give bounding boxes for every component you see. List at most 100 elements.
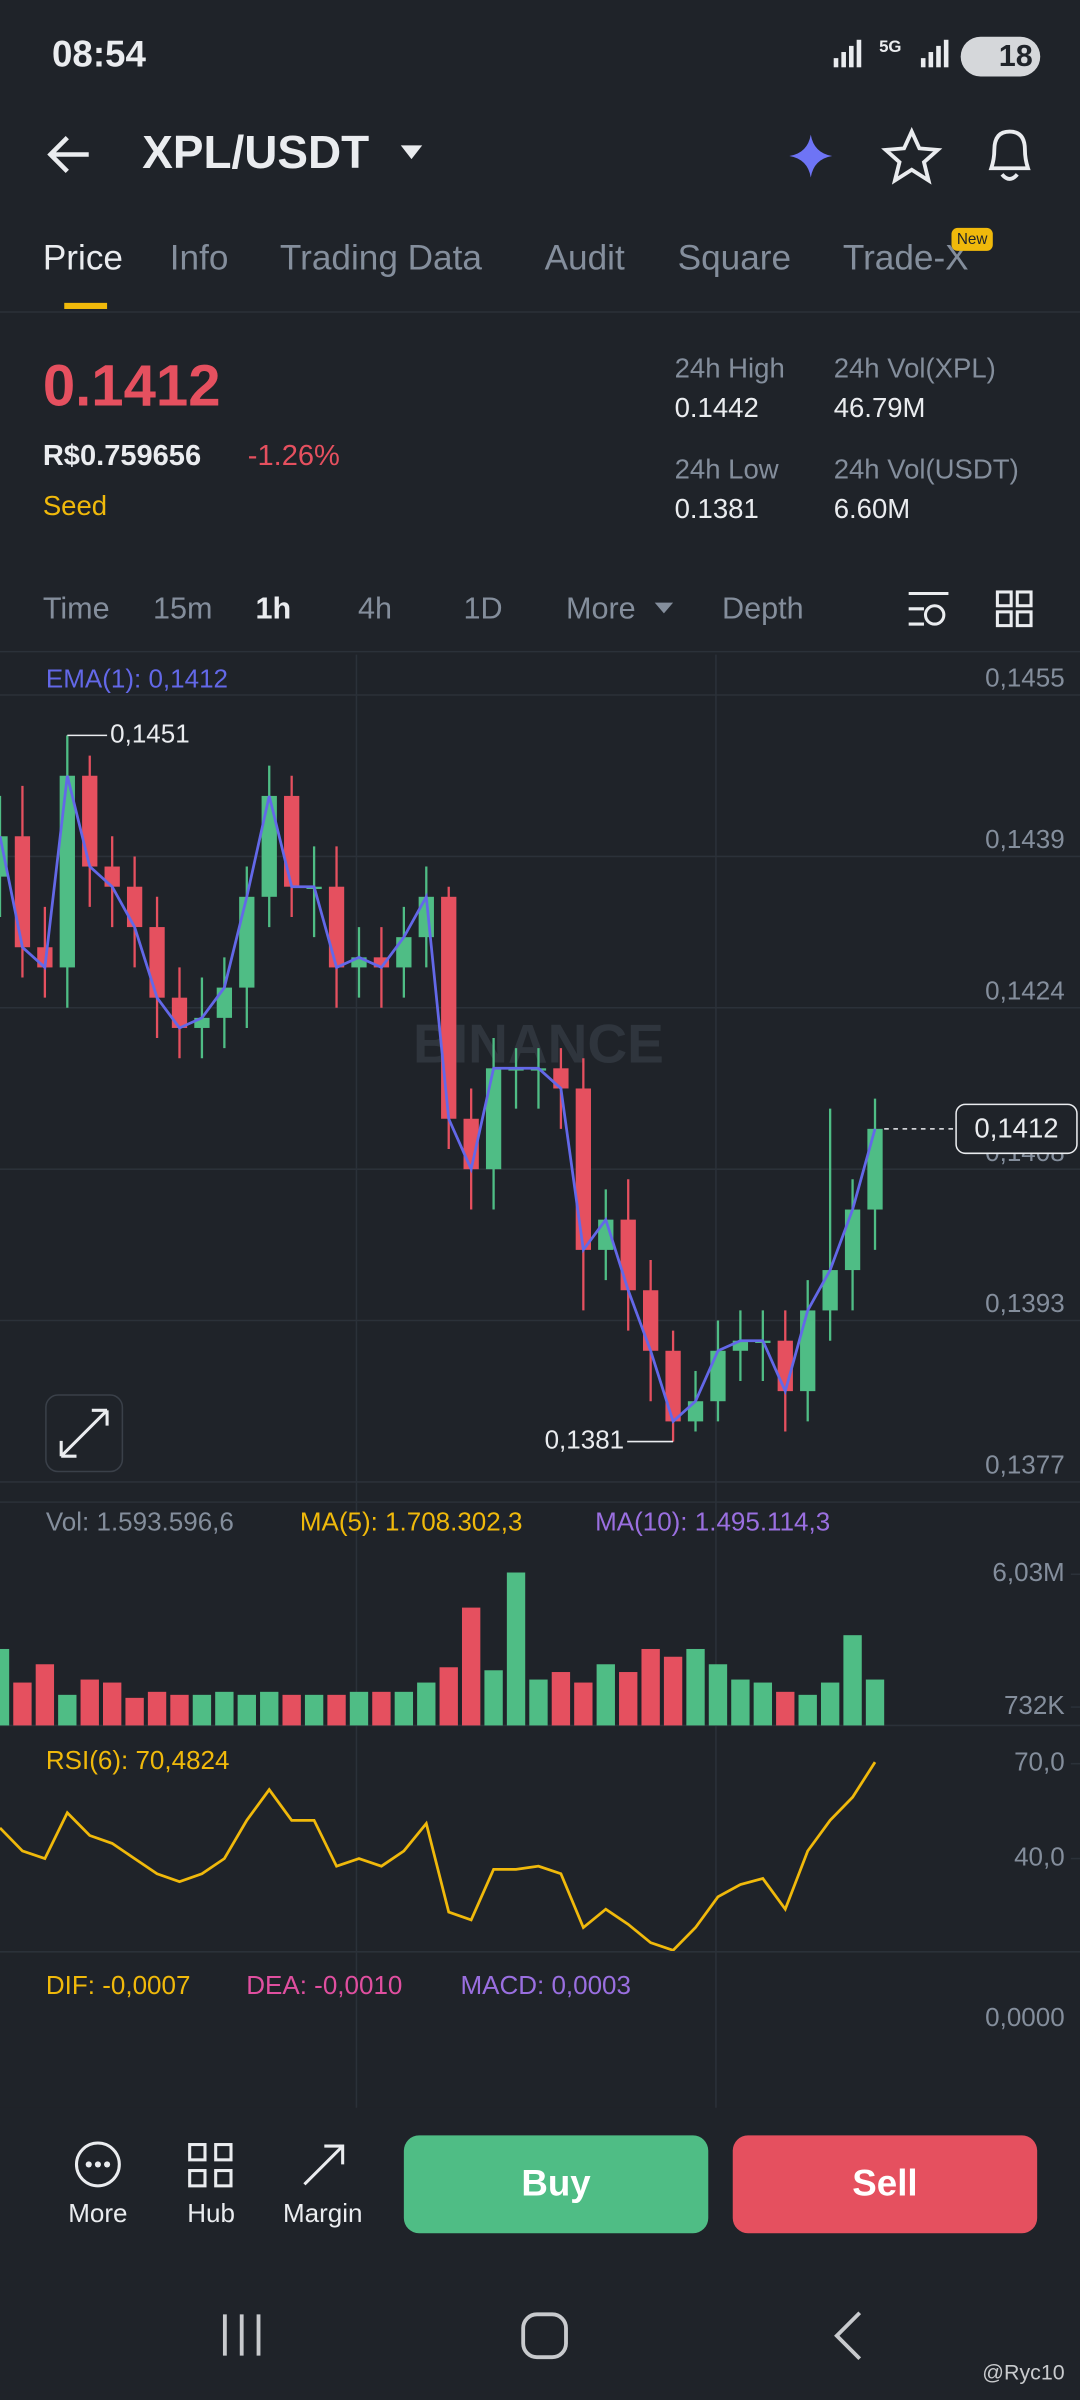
tab[interactable]: Info xyxy=(170,238,229,277)
interval[interactable]: 1h xyxy=(255,591,291,625)
volume-bar xyxy=(865,1679,885,1726)
chart-settings[interactable] xyxy=(908,591,949,626)
alert-button[interactable] xyxy=(988,129,1031,181)
interval[interactable]: 15m xyxy=(153,591,212,625)
candle-body xyxy=(261,795,277,897)
expand-icon xyxy=(59,1408,109,1458)
y-tick-label: 0,1455 xyxy=(985,663,1065,693)
nav-label[interactable]: Margin xyxy=(283,2198,362,2228)
candle-body xyxy=(82,775,98,867)
stat-value: 0.1442 xyxy=(675,392,759,423)
sell-button[interactable] xyxy=(732,2135,1038,2234)
macd-label: MACD: 0,0003 xyxy=(460,1970,631,2000)
last-price: 0.1412 xyxy=(43,353,221,418)
volume-bar xyxy=(215,1691,234,1726)
tab[interactable]: Audit xyxy=(545,238,625,277)
ai-button[interactable] xyxy=(789,134,833,178)
volume-bar xyxy=(574,1682,593,1726)
volume-bar xyxy=(417,1682,436,1726)
min-label: 0,1381 xyxy=(545,1424,625,1454)
buy-button[interactable] xyxy=(403,2135,709,2234)
candle-body xyxy=(149,927,165,998)
more-dots xyxy=(85,2161,111,2168)
more-caret[interactable] xyxy=(654,602,674,614)
back-button[interactable] xyxy=(47,136,89,173)
volume-bar xyxy=(820,1682,840,1726)
candle-body xyxy=(665,1350,681,1422)
system-nav[interactable] xyxy=(222,2311,862,2361)
candle-body xyxy=(59,775,75,968)
nav-label[interactable]: Hub xyxy=(187,2198,235,2228)
volume-bar xyxy=(394,1691,414,1726)
pair-caret[interactable] xyxy=(400,145,423,160)
volume-bar xyxy=(686,1648,705,1726)
interval[interactable]: 4h xyxy=(358,591,392,625)
volume-bar xyxy=(439,1667,458,1726)
charts: 0,14550,14390,14240,14080,13930,1377BINA… xyxy=(0,654,1080,2108)
candle-body xyxy=(396,937,412,968)
nav-label[interactable]: More xyxy=(68,2198,127,2228)
candle-body xyxy=(328,886,345,968)
ema-line xyxy=(0,775,877,1424)
candle-body xyxy=(216,987,233,1018)
candle-body xyxy=(441,896,457,1119)
interval[interactable]: 1D xyxy=(464,591,503,625)
y-tick-label: 0,1377 xyxy=(985,1450,1065,1480)
sell-label[interactable]: Sell xyxy=(852,2163,917,2204)
interval[interactable]: Time xyxy=(43,591,110,625)
volume-bar xyxy=(349,1691,369,1726)
favorite-button[interactable] xyxy=(881,126,943,185)
volume-bar xyxy=(798,1694,817,1726)
rsi-line xyxy=(0,1761,877,1952)
interval[interactable]: Depth xyxy=(722,591,804,625)
status-time: 08:54 xyxy=(52,33,146,74)
rsi-label: RSI(6): 70,4824 xyxy=(46,1745,230,1775)
buy-label[interactable]: Buy xyxy=(521,2163,591,2204)
pair-title[interactable]: XPL/USDT xyxy=(142,126,369,178)
fiat-price: R$0.759656 xyxy=(43,440,201,472)
candle-body xyxy=(777,1340,793,1392)
stat-value: 0.1381 xyxy=(675,493,759,524)
bottom-nav: More Hub Margin xyxy=(68,2198,362,2228)
volume-bar xyxy=(619,1672,638,1726)
candle-body xyxy=(732,1340,749,1351)
layout-button[interactable] xyxy=(995,590,1033,628)
candle-body xyxy=(643,1290,659,1351)
volume-bar xyxy=(551,1672,571,1726)
tab[interactable]: Trading Data xyxy=(280,238,482,277)
candle-body xyxy=(351,957,367,968)
candle-body xyxy=(373,957,390,968)
last-price-label: 0,1412 xyxy=(974,1113,1058,1144)
bottom-icons xyxy=(74,2141,345,2188)
tab-badge-bg xyxy=(951,227,993,251)
volume-bar xyxy=(304,1694,324,1726)
tab[interactable]: Trade-X xyxy=(843,238,969,277)
tab[interactable]: Square xyxy=(678,238,791,277)
volume-bar xyxy=(372,1691,391,1726)
volume-bar xyxy=(192,1694,212,1726)
candle-body xyxy=(126,886,143,928)
candle-body xyxy=(844,1209,861,1271)
volume-bar xyxy=(58,1694,77,1726)
candle-body xyxy=(620,1219,636,1291)
interval[interactable]: More xyxy=(566,591,636,625)
volume-bar xyxy=(125,1697,144,1726)
volume-bar xyxy=(260,1691,279,1726)
candle-body xyxy=(194,1017,210,1028)
seed-tag: Seed xyxy=(43,490,107,521)
volume-bar xyxy=(237,1694,256,1726)
volume-bar xyxy=(753,1682,773,1726)
volume-bar xyxy=(327,1694,346,1726)
volume-bar xyxy=(506,1572,526,1726)
volume-bar xyxy=(484,1670,503,1726)
battery-level: 18 xyxy=(999,39,1033,73)
last-price-box xyxy=(955,1103,1078,1155)
tab[interactable]: Price xyxy=(43,238,123,277)
volume-bar xyxy=(0,1648,10,1726)
vol-label: Vol: 1.593.596,6 xyxy=(46,1506,234,1536)
candle-body xyxy=(171,997,188,1028)
max-label: 0,1451 xyxy=(110,718,190,748)
